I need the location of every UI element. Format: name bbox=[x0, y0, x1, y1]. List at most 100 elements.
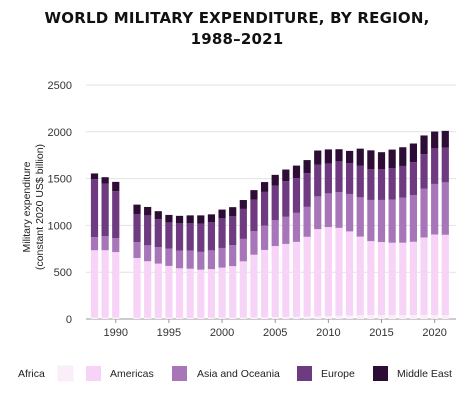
bar-segment-africa bbox=[250, 317, 258, 319]
y-axis-ticks: 0 500 1000 1500 2000 2500 bbox=[48, 80, 72, 326]
bar-segment-americas bbox=[154, 263, 162, 318]
bar-segment-asia-and-oceania bbox=[346, 193, 354, 232]
bar-segment-africa bbox=[197, 317, 205, 319]
bar-segment-europe bbox=[346, 163, 354, 194]
y-tick-label: 2000 bbox=[48, 127, 72, 139]
bar-segment-americas bbox=[229, 266, 237, 318]
bar-segment-middle-east bbox=[356, 148, 364, 166]
bar-segment-americas bbox=[165, 265, 173, 318]
bar-segment-europe bbox=[399, 165, 407, 198]
x-tick-label: 1995 bbox=[157, 327, 181, 339]
bar-segment-africa bbox=[186, 317, 194, 319]
bar-segment-middle-east bbox=[377, 152, 386, 170]
bar-segment-europe bbox=[314, 164, 322, 197]
legend-swatch-americas bbox=[86, 366, 101, 381]
bar-segment-asia-and-oceania bbox=[165, 248, 173, 266]
bar-segment-europe bbox=[292, 178, 301, 213]
bar-segment-middle-east bbox=[282, 169, 290, 182]
bar-segment-americas bbox=[112, 252, 120, 318]
bar-segment-asia-and-oceania bbox=[324, 193, 332, 228]
x-tick-label: 2015 bbox=[369, 327, 393, 339]
bar-segment-americas bbox=[197, 269, 205, 318]
x-tick-label: 2020 bbox=[422, 327, 446, 339]
bar-segment-europe bbox=[90, 179, 99, 238]
bar-segment-europe bbox=[165, 222, 173, 249]
legend-label: Americas bbox=[110, 368, 154, 380]
legend-label: Europe bbox=[321, 368, 355, 380]
bar-segment-europe bbox=[271, 185, 279, 221]
bar-segment-americas bbox=[399, 242, 407, 316]
bar-segment-asia-and-oceania bbox=[431, 183, 439, 235]
bar-segment-americas bbox=[282, 243, 290, 317]
bar-segment-africa bbox=[367, 315, 375, 319]
bar-segment-asia-and-oceania bbox=[409, 194, 417, 242]
bar-segment-asia-and-oceania bbox=[154, 247, 162, 264]
bar-segment-europe bbox=[186, 223, 194, 251]
bar-segment-americas bbox=[335, 227, 343, 316]
bar-segment-europe bbox=[441, 147, 449, 183]
bar-segment-middle-east bbox=[441, 130, 449, 148]
bar-segment-asia-and-oceania bbox=[441, 182, 449, 235]
bar-segment-europe bbox=[356, 165, 364, 198]
bar-segment-africa bbox=[144, 317, 152, 319]
bar-segment-africa bbox=[271, 317, 279, 319]
bar-segment-americas bbox=[377, 242, 386, 316]
bar-segment-americas bbox=[303, 236, 311, 317]
bar-segment-middle-east bbox=[133, 204, 141, 214]
bar-segment-asia-and-oceania bbox=[314, 196, 322, 230]
bar-segment-europe bbox=[133, 213, 141, 243]
bar-segment-middle-east bbox=[431, 131, 439, 149]
bar-segment-europe bbox=[388, 168, 396, 200]
bar-segment-asia-and-oceania bbox=[388, 199, 396, 243]
bar-segment-africa bbox=[175, 317, 184, 319]
bar-segment-americas bbox=[175, 268, 184, 318]
bar-segment-middle-east bbox=[399, 147, 407, 166]
bar-segment-middle-east bbox=[144, 206, 152, 216]
bar-segment-middle-east bbox=[218, 209, 226, 218]
bar-segment-americas bbox=[250, 254, 258, 318]
bar-segment-middle-east bbox=[324, 149, 332, 164]
bar-segment-europe bbox=[101, 183, 109, 237]
bar-segment-africa bbox=[335, 315, 343, 319]
legend-swatch-asia-and-oceania bbox=[172, 366, 187, 381]
bar-segment-asia-and-oceania bbox=[101, 236, 109, 251]
legend-label: Asia and Oceania bbox=[197, 368, 280, 380]
y-axis-title-line: (constant 2020 US$ billion) bbox=[34, 144, 46, 270]
bar-segment-americas bbox=[409, 241, 417, 316]
bar-segment-africa bbox=[399, 315, 407, 319]
bar-segment-africa bbox=[229, 317, 237, 319]
bar-segment-africa bbox=[218, 317, 226, 319]
bar-segment-asia-and-oceania bbox=[144, 245, 152, 262]
bar-segment-africa bbox=[282, 316, 290, 319]
bar-segment-europe bbox=[239, 208, 247, 239]
bar-segment-americas bbox=[207, 269, 216, 318]
x-tick-label: 2010 bbox=[316, 327, 340, 339]
y-axis-title-line: Military expenditure bbox=[21, 161, 33, 252]
bar-segment-africa bbox=[431, 314, 439, 319]
bar-segment-africa bbox=[90, 317, 99, 319]
bar-segment-americas bbox=[186, 268, 194, 318]
bar-segment-middle-east bbox=[271, 174, 279, 186]
bar-segment-europe bbox=[367, 169, 375, 200]
bar-segment-middle-east bbox=[229, 207, 237, 217]
bar-segment-asia-and-oceania bbox=[207, 250, 216, 270]
bar-segment-africa bbox=[101, 317, 109, 319]
bar-segment-asia-and-oceania bbox=[420, 188, 428, 238]
bar-segment-asia-and-oceania bbox=[175, 250, 184, 269]
bar-segment-middle-east bbox=[292, 165, 301, 179]
chart-title-line-2: 1988–2021 bbox=[190, 30, 284, 48]
bar-segment-middle-east bbox=[260, 182, 269, 192]
bar-segment-africa bbox=[292, 316, 301, 319]
legend-swatch-middle-east bbox=[373, 366, 388, 381]
bar-segment-asia-and-oceania bbox=[133, 242, 141, 258]
legend: Africa Americas Asia and Oceania Europe Midd… bbox=[18, 365, 452, 382]
bar-segment-americas bbox=[314, 229, 322, 317]
bar-segment-americas bbox=[239, 261, 247, 318]
bar-segment-americas bbox=[90, 250, 99, 318]
bar-segment-europe bbox=[207, 222, 216, 251]
bar-segment-europe bbox=[335, 161, 343, 193]
bar-segment-asia-and-oceania bbox=[303, 206, 311, 237]
bar-segment-middle-east bbox=[388, 149, 396, 169]
legend-swatch-africa bbox=[57, 365, 74, 382]
